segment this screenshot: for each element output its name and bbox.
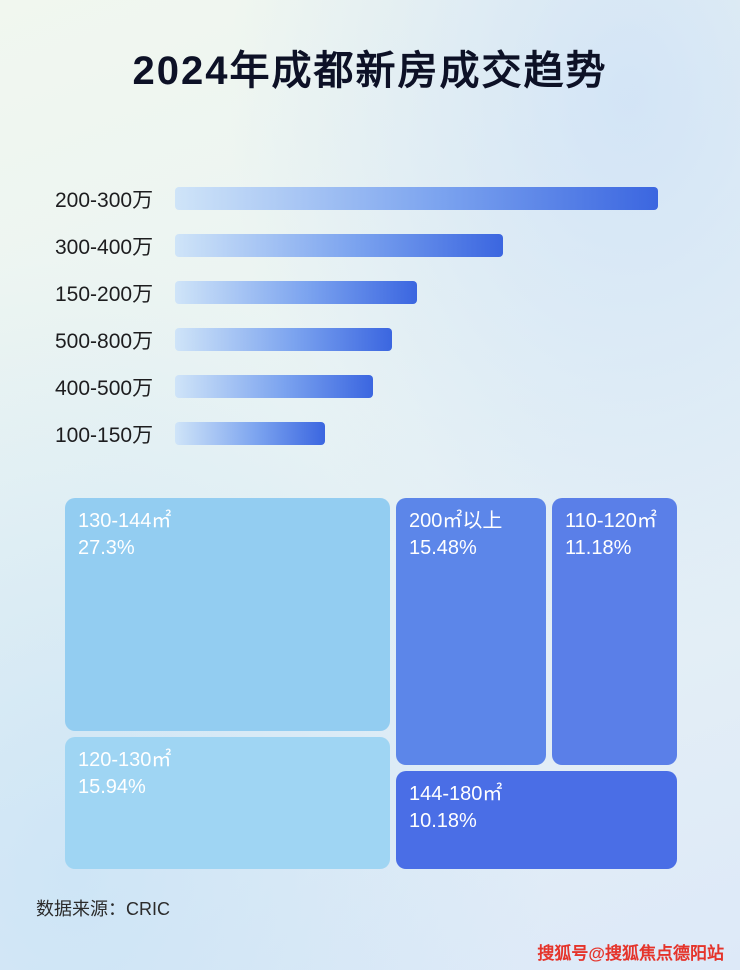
treemap-block-value: 10.18%: [409, 810, 477, 832]
bar-row: 400-500万: [0, 363, 740, 410]
treemap-block-value: 11.18%: [565, 537, 632, 559]
data-source-label: 数据来源：CRIC: [36, 899, 170, 919]
treemap-block-label: 200㎡以上: [409, 510, 503, 532]
bar: [175, 281, 417, 304]
bar: [175, 187, 658, 210]
treemap-block-value: 27.3%: [78, 537, 135, 559]
treemap-block-label: 110-120㎡: [565, 510, 657, 532]
bar: [175, 234, 503, 257]
bar-label: 400-500万: [55, 376, 154, 400]
bar-row: 500-800万: [0, 316, 740, 363]
bar-row: 300-400万: [0, 222, 740, 269]
bar-row: 100-150万: [0, 410, 740, 457]
treemap-block-label: 120-130㎡: [78, 749, 172, 771]
treemap-block-144-180: 144-180㎡ 10.18%: [396, 771, 677, 869]
page-title: 2024年成都新房成交趋势: [132, 49, 608, 93]
watermark-text: 搜狐号@搜狐焦点德阳站: [537, 944, 724, 963]
treemap-block-value: 15.48%: [409, 537, 477, 559]
bar-label: 300-400万: [55, 235, 154, 259]
bar: [175, 375, 373, 398]
bar: [175, 422, 325, 445]
treemap-block-120-130: 120-130㎡ 15.94%: [65, 737, 390, 869]
bar: [175, 328, 392, 351]
treemap-chart: 130-144㎡ 27.3% 120-130㎡ 15.94% 200㎡以上 15…: [65, 498, 677, 869]
treemap-block-label: 130-144㎡: [78, 510, 172, 532]
bar-chart: 200-300万 300-400万 150-200万 500-800万 400-500万…: [0, 175, 740, 457]
treemap-block-label: 144-180㎡: [409, 783, 503, 805]
bar-label: 500-800万: [55, 329, 154, 353]
treemap-block-110-120: 110-120㎡ 11.18%: [552, 498, 677, 765]
bar-row: 150-200万: [0, 269, 740, 316]
bar-label: 200-300万: [55, 188, 154, 212]
bar-label: 150-200万: [55, 282, 154, 306]
bar-row: 200-300万: [0, 175, 740, 222]
bar-label: 100-150万: [55, 423, 154, 447]
treemap-block-value: 15.94%: [78, 776, 146, 798]
treemap-block-200-plus: 200㎡以上 15.48%: [396, 498, 546, 765]
treemap-block-130-144: 130-144㎡ 27.3%: [65, 498, 390, 731]
